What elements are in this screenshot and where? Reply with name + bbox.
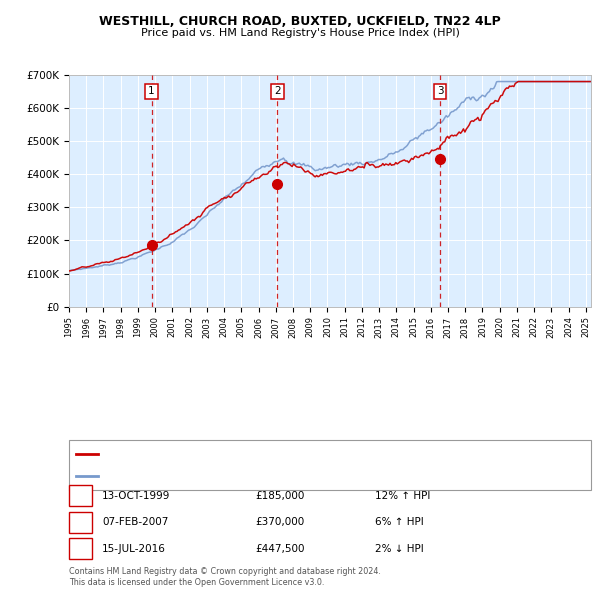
Text: 1: 1: [77, 491, 84, 500]
Text: WESTHILL, CHURCH ROAD, BUXTED, UCKFIELD, TN22 4LP (detached house): WESTHILL, CHURCH ROAD, BUXTED, UCKFIELD,…: [103, 449, 461, 458]
Text: This data is licensed under the Open Government Licence v3.0.: This data is licensed under the Open Gov…: [69, 578, 325, 587]
Text: 12% ↑ HPI: 12% ↑ HPI: [375, 491, 430, 500]
Text: £370,000: £370,000: [255, 517, 304, 527]
Text: 3: 3: [77, 544, 84, 553]
Text: £185,000: £185,000: [255, 491, 304, 500]
Text: 2: 2: [274, 87, 281, 97]
Text: Price paid vs. HM Land Registry's House Price Index (HPI): Price paid vs. HM Land Registry's House …: [140, 28, 460, 38]
Text: £447,500: £447,500: [255, 544, 305, 553]
Text: 2: 2: [77, 517, 84, 527]
Text: Contains HM Land Registry data © Crown copyright and database right 2024.: Contains HM Land Registry data © Crown c…: [69, 568, 381, 576]
Text: 15-JUL-2016: 15-JUL-2016: [102, 544, 166, 553]
Text: 07-FEB-2007: 07-FEB-2007: [102, 517, 169, 527]
Text: 2% ↓ HPI: 2% ↓ HPI: [375, 544, 424, 553]
Text: 3: 3: [437, 87, 443, 97]
Text: HPI: Average price, detached house, Wealden: HPI: Average price, detached house, Weal…: [103, 471, 320, 480]
Text: 1: 1: [148, 87, 155, 97]
Text: 13-OCT-1999: 13-OCT-1999: [102, 491, 170, 500]
Text: WESTHILL, CHURCH ROAD, BUXTED, UCKFIELD, TN22 4LP: WESTHILL, CHURCH ROAD, BUXTED, UCKFIELD,…: [99, 15, 501, 28]
Text: 6% ↑ HPI: 6% ↑ HPI: [375, 517, 424, 527]
